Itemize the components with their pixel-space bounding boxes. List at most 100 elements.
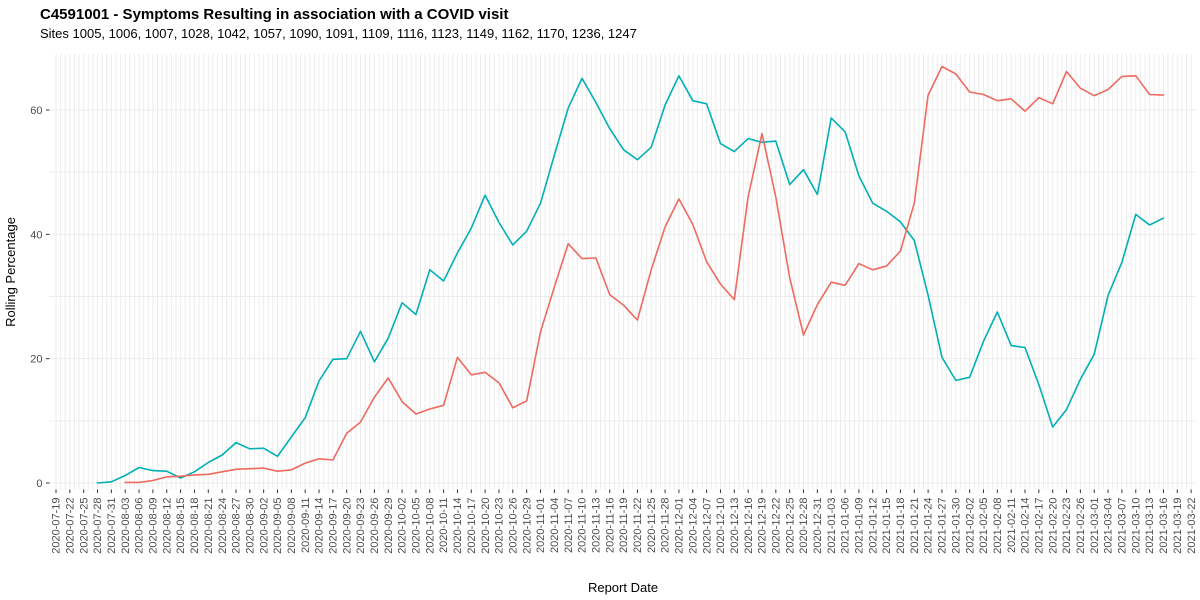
x-tick-label: 2020-08-24 xyxy=(217,498,229,554)
x-tick-label: 2020-10-23 xyxy=(494,498,506,554)
x-tick-label: 2021-03-16 xyxy=(1158,498,1170,554)
x-tick-label: 2021-03-07 xyxy=(1117,498,1129,554)
x-tick-label: 2020-08-03 xyxy=(120,498,132,554)
series-line-red-line xyxy=(124,65,1165,484)
x-tick-label: 2020-09-29 xyxy=(383,498,395,554)
x-tick-label: 2021-02-26 xyxy=(1075,498,1087,554)
x-tick-label: 2020-07-22 xyxy=(64,498,76,554)
x-tick-label: 2021-01-06 xyxy=(840,498,852,554)
x-tick-label: 2021-02-17 xyxy=(1033,498,1045,554)
x-tick-label: 2021-01-18 xyxy=(895,498,907,554)
x-tick-label: 2020-08-21 xyxy=(203,498,215,554)
x-tick-label: 2020-12-10 xyxy=(715,498,727,554)
x-tick-label: 2020-10-05 xyxy=(411,498,423,554)
x-tick-label: 2021-03-19 xyxy=(1172,498,1184,554)
x-tick-label: 2020-11-28 xyxy=(660,498,672,553)
x-tick-label: 2021-03-22 xyxy=(1186,498,1198,554)
x-tick-label: 2020-12-16 xyxy=(743,498,755,554)
series-line-teal-line xyxy=(96,75,1165,484)
y-axis-tick-marks xyxy=(46,109,50,484)
x-tick-label: 2020-08-09 xyxy=(148,498,160,554)
x-tick-label: 2021-02-20 xyxy=(1047,498,1059,554)
x-tick-label: 2020-09-26 xyxy=(369,498,381,554)
x-tick-label: 2020-11-13 xyxy=(591,498,603,553)
x-tick-label: 2021-03-10 xyxy=(1130,498,1142,554)
x-tick-label: 2020-11-07 xyxy=(563,498,575,553)
x-tick-label: 2020-12-01 xyxy=(674,498,686,554)
x-tick-label: 2020-12-25 xyxy=(784,498,796,554)
x-tick-label: 2020-07-31 xyxy=(106,498,118,554)
x-tick-label: 2020-12-07 xyxy=(701,498,713,554)
series-lines xyxy=(96,65,1165,484)
x-tick-label: 2020-10-29 xyxy=(521,498,533,554)
x-tick-label: 2021-01-30 xyxy=(950,498,962,554)
y-tick-label: 0 xyxy=(36,478,42,490)
x-tick-label: 2021-01-27 xyxy=(937,498,949,554)
x-tick-label: 2020-10-17 xyxy=(466,498,478,554)
x-tick-label: 2020-11-01 xyxy=(535,498,547,553)
x-tick-label: 2020-11-22 xyxy=(632,498,644,553)
x-tick-label: 2021-02-23 xyxy=(1061,498,1073,554)
x-tick-label: 2020-08-15 xyxy=(175,498,187,554)
vertical-gridlines xyxy=(55,54,1192,490)
x-tick-label: 2020-07-19 xyxy=(51,498,63,554)
x-tick-label: 2021-03-13 xyxy=(1144,498,1156,554)
x-tick-label: 2020-12-13 xyxy=(729,498,741,554)
x-tick-label: 2020-12-31 xyxy=(812,498,824,554)
x-tick-label: 2020-09-14 xyxy=(314,498,326,554)
x-tick-label: 2020-08-06 xyxy=(134,498,146,554)
x-tick-label: 2021-02-02 xyxy=(964,498,976,554)
x-tick-label: 2021-02-05 xyxy=(978,498,990,554)
x-tick-label: 2020-09-20 xyxy=(341,498,353,554)
x-axis-tick-marks xyxy=(55,489,1192,493)
x-tick-label: 2020-07-25 xyxy=(78,498,90,554)
x-axis-title: Report Date xyxy=(588,580,658,595)
chart-subtitle: Sites 1005, 1006, 1007, 1028, 1042, 1057… xyxy=(40,26,637,41)
y-axis-title: Rolling Percentage xyxy=(3,217,18,327)
x-tick-label: 2020-11-25 xyxy=(646,498,658,553)
x-tick-label: 2021-03-01 xyxy=(1089,498,1101,554)
x-tick-label: 2020-10-11 xyxy=(438,498,450,553)
x-tick-label: 2021-03-04 xyxy=(1103,498,1115,554)
x-tick-label: 2020-12-22 xyxy=(770,498,782,554)
x-tick-label: 2021-01-21 xyxy=(909,498,921,554)
x-tick-label: 2020-11-19 xyxy=(618,498,630,553)
chart-title: C4591001 - Symptoms Resulting in associa… xyxy=(40,6,509,23)
y-tick-label: 40 xyxy=(30,229,42,241)
x-tick-label: 2020-09-17 xyxy=(327,498,339,554)
x-tick-label: 2020-10-14 xyxy=(452,498,464,554)
x-tick-label: 2020-09-02 xyxy=(258,498,270,554)
x-tick-label: 2020-10-26 xyxy=(507,498,519,554)
x-tick-label: 2021-01-15 xyxy=(881,498,893,554)
y-axis-tick-labels: 0 20 40 60 xyxy=(30,105,42,490)
x-tick-label: 2020-10-02 xyxy=(397,498,409,554)
x-tick-label: 2020-09-08 xyxy=(286,498,298,554)
x-tick-label: 2020-11-10 xyxy=(577,498,589,553)
x-tick-label: 2020-09-11 xyxy=(300,498,312,553)
x-tick-label: 2020-10-08 xyxy=(424,498,436,554)
x-tick-label: 2020-09-05 xyxy=(272,498,284,554)
y-tick-label: 60 xyxy=(30,105,42,117)
x-tick-label: 2020-07-28 xyxy=(92,498,104,554)
x-axis-tick-labels: 2020-07-19 2020-07-22 2020-07-25 2020-07-28… xyxy=(51,498,1198,554)
x-tick-label: 2021-01-09 xyxy=(854,498,866,554)
x-tick-label: 2020-08-30 xyxy=(244,498,256,554)
x-tick-label: 2021-01-24 xyxy=(923,498,935,554)
horizontal-gridlines xyxy=(49,109,1196,484)
x-tick-label: 2020-10-20 xyxy=(480,498,492,554)
x-tick-label: 2020-11-16 xyxy=(604,498,616,553)
x-tick-label: 2020-12-19 xyxy=(757,498,769,554)
x-tick-label: 2020-08-12 xyxy=(161,498,173,554)
x-tick-label: 2020-08-27 xyxy=(231,498,243,554)
x-tick-label: 2020-08-18 xyxy=(189,498,201,554)
x-tick-label: 2020-09-23 xyxy=(355,498,367,554)
y-tick-label: 20 xyxy=(30,354,42,366)
x-tick-label: 2021-02-11 xyxy=(1006,498,1018,553)
x-tick-label: 2021-02-14 xyxy=(1020,498,1032,554)
x-tick-label: 2021-01-12 xyxy=(867,498,879,554)
x-tick-label: 2020-12-04 xyxy=(687,498,699,554)
x-tick-label: 2020-12-28 xyxy=(798,498,810,554)
x-tick-label: 2020-11-04 xyxy=(549,498,561,553)
